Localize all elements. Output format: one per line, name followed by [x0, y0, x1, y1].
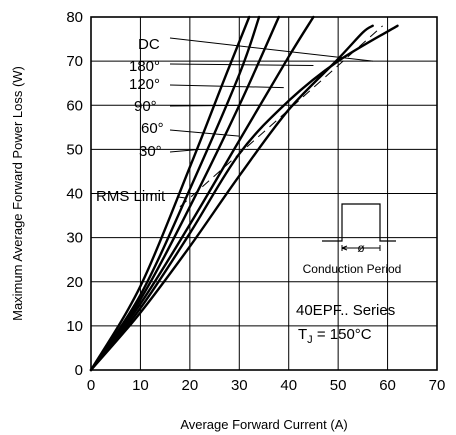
plot-frame: [90, 16, 438, 371]
x-tick-labels: 0 10 20 30 40 50 60 70: [87, 377, 446, 394]
x-tick-label: 40: [280, 377, 297, 394]
x-tick-label: 60: [379, 377, 396, 394]
device-series-label: 40EPF.. Series: [296, 302, 395, 319]
y-tick-labels: 0 10 20 30 40 50 60 70 80: [66, 9, 83, 379]
x-tick-label: 20: [182, 377, 199, 394]
rms-limit-leader: [177, 196, 185, 199]
curve-label-120: 120°: [129, 76, 160, 93]
tj-subscript: J: [307, 334, 313, 346]
curve-label-90: 90°: [134, 98, 157, 115]
rms-limit-label: RMS Limit: [96, 188, 166, 205]
conduction-period-label: Conduction Period: [303, 262, 402, 276]
x-tick-label: 70: [429, 377, 446, 394]
phi-symbol: ø: [357, 241, 365, 255]
conduction-period-diagram: ø Conduction Period: [303, 203, 402, 276]
y-tick-label: 40: [66, 186, 83, 203]
phi-dimension-line: [341, 245, 381, 251]
curve-label-leader: [169, 84, 284, 89]
x-axis-title: Average Forward Current (A): [180, 417, 347, 432]
y-tick-label: 0: [75, 362, 83, 379]
y-tick-label: 60: [66, 97, 83, 114]
series-line-30: [89, 24, 374, 372]
y-tick-label: 30: [66, 230, 83, 247]
y-tick-label: 10: [66, 318, 83, 335]
x-tick-label: 30: [231, 377, 248, 394]
curve-label-60: 60°: [141, 120, 164, 137]
curve-label-leader: [169, 63, 314, 67]
y-tick-label: 50: [66, 141, 83, 158]
curve-label-leader: [169, 148, 200, 153]
y-axis-title: Maximum Average Forward Power Loss (W): [10, 66, 25, 321]
curve-label-leader: [169, 129, 240, 137]
series-layer: 30° 60° 90° 120°180° DC RMS Limit: [89, 15, 399, 372]
series-line-DC: [89, 24, 399, 372]
curve-label-180: 180°: [129, 58, 160, 75]
x-tick-label: 50: [330, 377, 347, 394]
series-line-180: [89, 15, 251, 372]
conduction-waveform: [322, 203, 396, 242]
series-line-120: [89, 15, 261, 372]
junction-temperature-label: TJ = 150°C: [298, 326, 372, 346]
curve-label-DC: DC: [138, 36, 160, 53]
rms-limit-line: [179, 25, 383, 208]
x-tick-label: 10: [132, 377, 149, 394]
y-tick-label: 80: [66, 9, 83, 26]
y-tick-label: 70: [66, 53, 83, 70]
series-line-90: [89, 15, 280, 372]
y-tick-label: 20: [66, 274, 83, 291]
curve-label-leader: [169, 104, 260, 107]
curve-label-30: 30°: [139, 143, 162, 160]
tj-value: = 150°C: [313, 326, 372, 343]
tj-symbol: T: [298, 326, 307, 343]
x-tick-label: 0: [87, 377, 95, 394]
series-line-60: [89, 15, 315, 372]
curve-label-leader: [169, 37, 373, 62]
